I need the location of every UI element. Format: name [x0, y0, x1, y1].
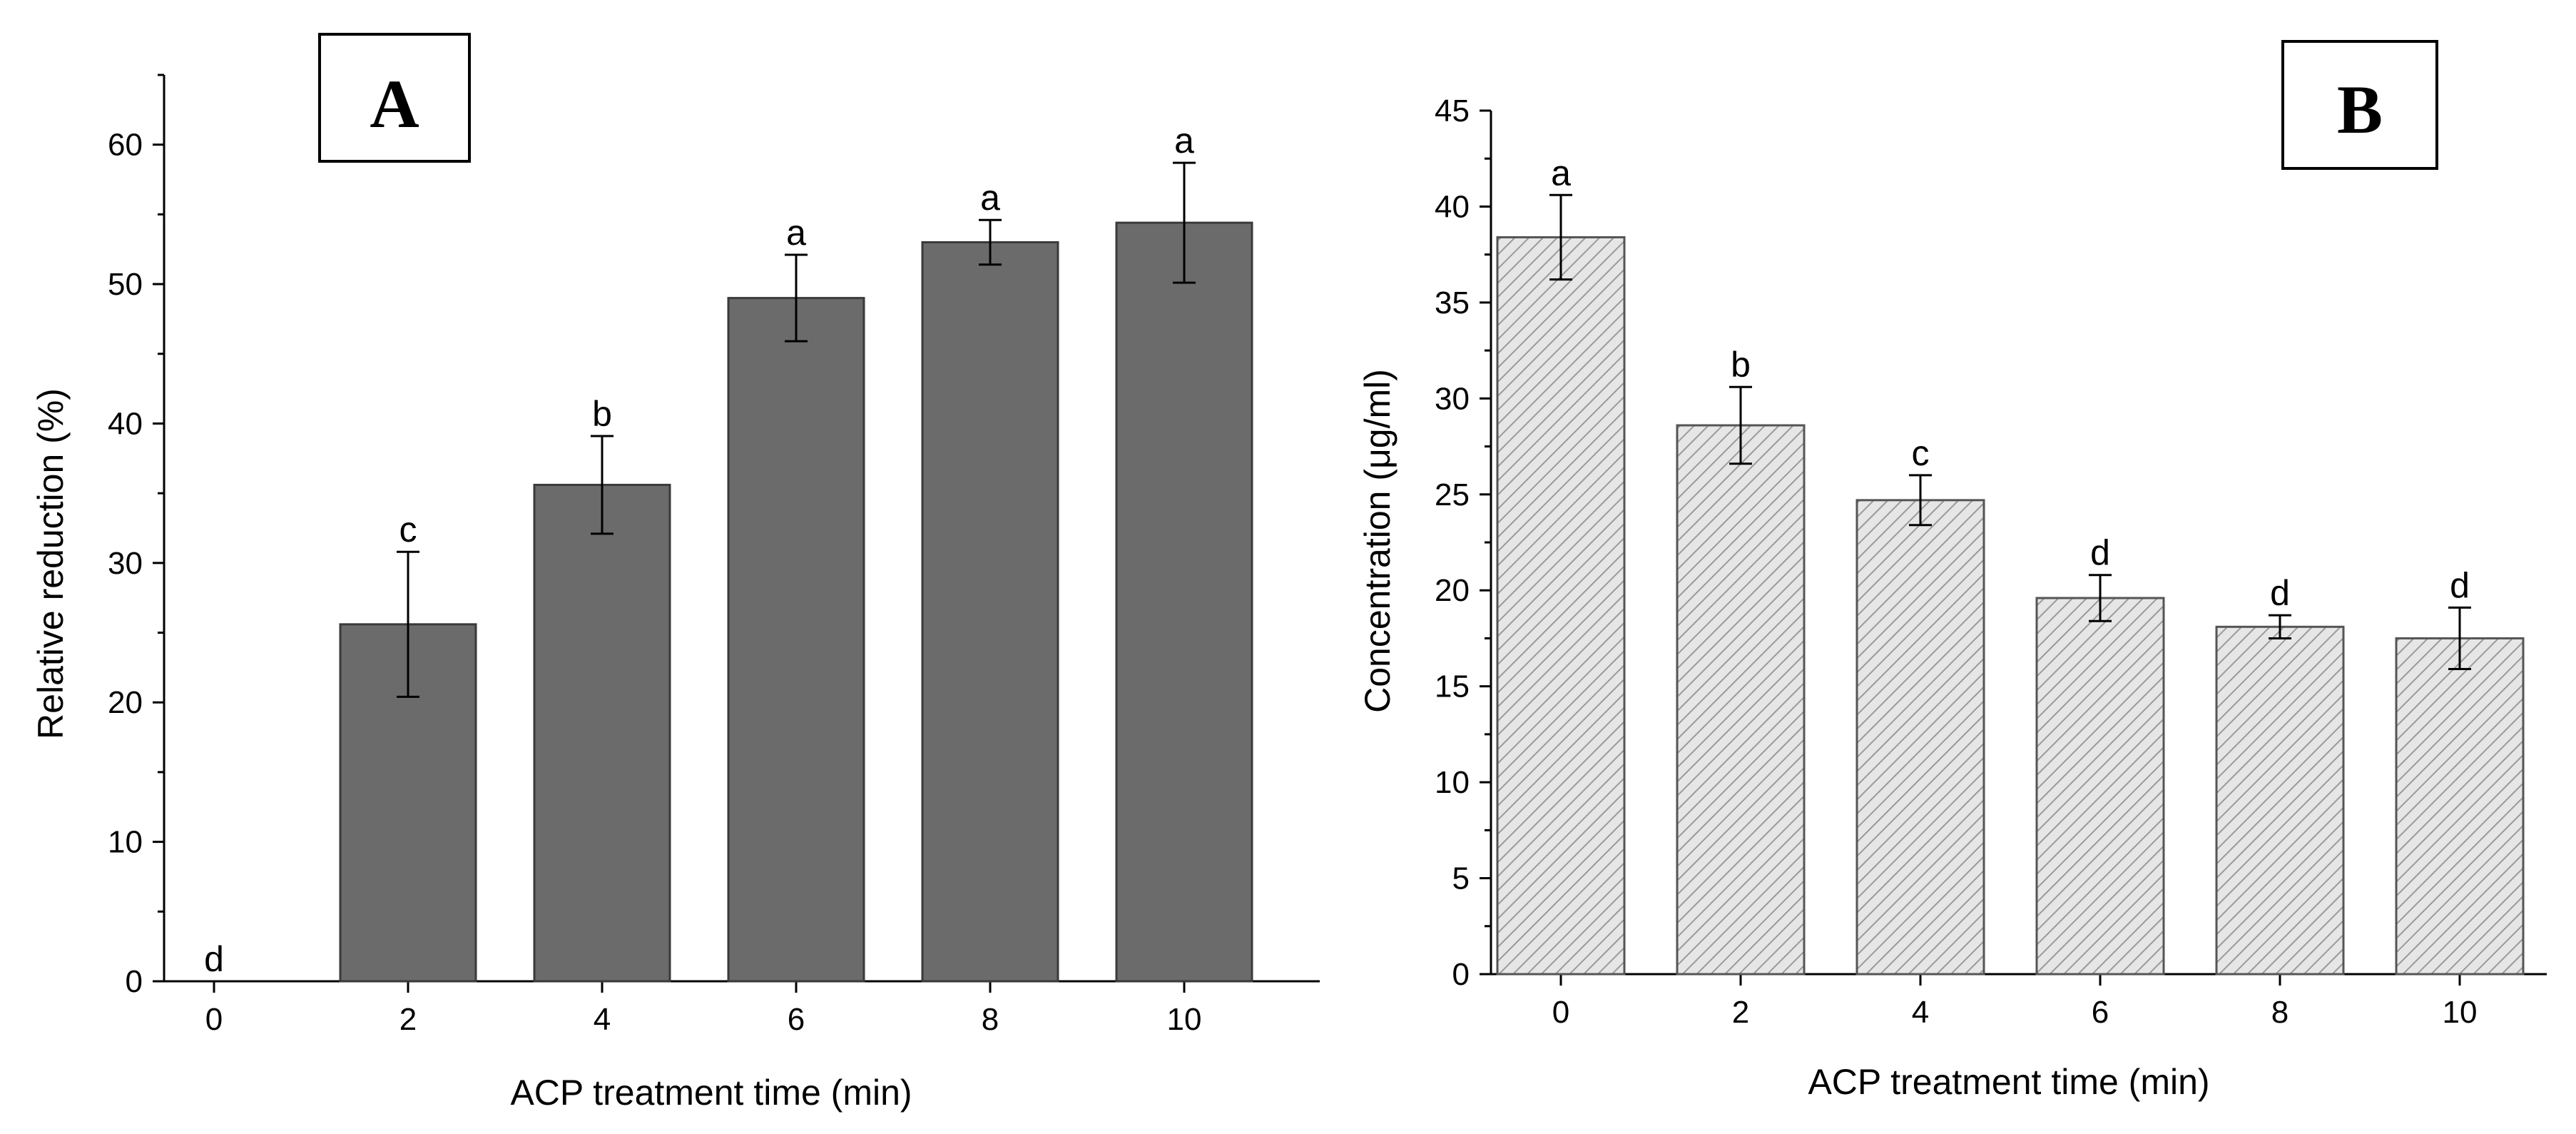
significance-label-b: a	[1551, 153, 1571, 193]
bar-b	[1676, 424, 1806, 976]
x-tick-label-b: 2	[1732, 995, 1749, 1030]
x-tick-label-b: 4	[1912, 995, 1929, 1030]
significance-label-b: d	[2090, 533, 2110, 573]
panel-label-b: B	[2337, 71, 2383, 148]
x-tick-label-b: 0	[1552, 995, 1569, 1030]
bar-b	[2035, 597, 2165, 976]
bar-b	[2215, 625, 2345, 976]
y-axis-title-a: Relative reduction (%)	[31, 388, 71, 739]
y-tick-label-a: 0	[126, 964, 143, 999]
y-tick-label-b: 45	[1435, 93, 1470, 128]
x-tick-label-a: 8	[982, 1002, 999, 1037]
y-tick-label-b: 25	[1435, 477, 1470, 512]
bar-a	[533, 483, 671, 983]
bar-a	[1115, 221, 1253, 983]
bar-b	[2395, 637, 2525, 976]
y-tick-label-b: 30	[1435, 381, 1470, 416]
x-tick-label-a: 6	[788, 1002, 805, 1037]
significance-label-a: a	[1174, 121, 1194, 161]
chart-panel-a: A Relative reduction (%) ACP treatment t…	[31, 33, 1320, 1113]
chart-panel-b: B Concentration (μg/ml) ACP treatment ti…	[1358, 40, 2547, 1102]
y-tick-label-a: 30	[108, 546, 143, 581]
significance-label-b: c	[1912, 433, 1930, 473]
y-tick-label-b: 20	[1435, 573, 1470, 608]
significance-label-b: b	[1731, 345, 1751, 385]
y-tick-label-b: 35	[1435, 285, 1470, 320]
x-tick-label-b: 10	[2443, 995, 2478, 1030]
panel-label-box-b: B	[2281, 40, 2438, 170]
bar-b	[1855, 499, 1985, 976]
x-tick-label-a: 4	[594, 1002, 611, 1037]
y-tick-label-a: 50	[108, 267, 143, 302]
y-tick-label-a: 60	[108, 128, 143, 163]
significance-label-a: d	[204, 939, 224, 979]
x-tick-label-a: 0	[205, 1002, 223, 1037]
x-tick-label-b: 6	[2092, 995, 2109, 1030]
x-tick-label-a: 10	[1167, 1002, 1202, 1037]
y-tick-label-a: 20	[108, 685, 143, 720]
y-tick-label-b: 40	[1435, 189, 1470, 224]
y-tick-label-b: 5	[1452, 861, 1470, 896]
y-tick-label-a: 10	[108, 825, 143, 860]
panel-label-box-a: A	[318, 33, 471, 163]
panel-label-a: A	[370, 66, 419, 142]
bar-b	[1496, 236, 1626, 976]
bar-a	[921, 241, 1059, 983]
x-tick-label-b: 8	[2271, 995, 2289, 1030]
significance-label-a: c	[399, 510, 417, 550]
x-axis-title-a: ACP treatment time (min)	[510, 1073, 912, 1113]
significance-label-a: a	[980, 178, 1000, 218]
significance-label-a: a	[786, 213, 806, 253]
y-tick-label-a: 40	[108, 406, 143, 441]
y-tick-label-b: 10	[1435, 765, 1470, 800]
y-tick-label-b: 0	[1452, 957, 1470, 992]
x-axis-title-b: ACP treatment time (min)	[1808, 1062, 2209, 1102]
significance-label-b: d	[2450, 565, 2470, 605]
y-axis-title-b: Concentration (μg/ml)	[1358, 369, 1398, 713]
significance-label-a: b	[592, 394, 612, 434]
x-tick-label-a: 2	[399, 1002, 417, 1037]
significance-label-b: d	[2270, 573, 2290, 613]
y-tick-label-b: 15	[1435, 669, 1470, 704]
bar-a	[727, 297, 865, 983]
